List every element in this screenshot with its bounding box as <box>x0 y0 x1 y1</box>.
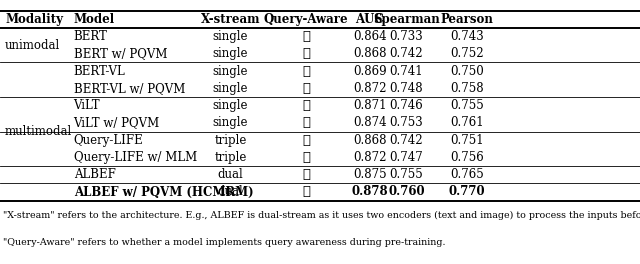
Text: 0.733: 0.733 <box>390 30 423 43</box>
Text: Query-LIFE: Query-LIFE <box>74 134 143 147</box>
Text: "Query-Aware" refers to whether a model implements query awareness during pre-tr: "Query-Aware" refers to whether a model … <box>3 238 445 247</box>
Text: "X-stream" refers to the architecture. E.g., ALBEF is dual-stream as it uses two: "X-stream" refers to the architecture. E… <box>3 211 640 220</box>
Text: Pearson: Pearson <box>441 13 493 26</box>
Text: 0.761: 0.761 <box>451 116 484 129</box>
Text: Query-Aware: Query-Aware <box>264 13 348 26</box>
Text: 0.872: 0.872 <box>353 151 387 164</box>
Text: 0.760: 0.760 <box>388 186 425 199</box>
Text: 0.741: 0.741 <box>390 64 423 78</box>
Text: X-stream: X-stream <box>201 13 260 26</box>
Text: BERT-VL w/ PQVM: BERT-VL w/ PQVM <box>74 82 185 95</box>
Text: 0.868: 0.868 <box>353 47 387 60</box>
Text: 0.746: 0.746 <box>390 99 423 112</box>
Text: 0.748: 0.748 <box>390 82 423 95</box>
Text: Model: Model <box>74 13 115 26</box>
Text: ✗: ✗ <box>302 99 310 112</box>
Text: single: single <box>212 99 248 112</box>
Text: 0.755: 0.755 <box>390 168 423 181</box>
Text: ALBEF w/ PQVM (HCMRM): ALBEF w/ PQVM (HCMRM) <box>74 186 253 199</box>
Text: 0.743: 0.743 <box>451 30 484 43</box>
Text: ALBEF: ALBEF <box>74 168 115 181</box>
Text: 0.742: 0.742 <box>390 134 423 147</box>
Text: AUC: AUC <box>356 13 384 26</box>
Text: multimodal: multimodal <box>5 125 72 138</box>
Text: 0.868: 0.868 <box>353 134 387 147</box>
Text: BERT: BERT <box>74 30 108 43</box>
Text: 0.755: 0.755 <box>451 99 484 112</box>
Text: ViLT w/ PQVM: ViLT w/ PQVM <box>74 116 160 129</box>
Text: 0.878: 0.878 <box>351 186 388 199</box>
Text: ViLT: ViLT <box>74 99 100 112</box>
Text: 0.742: 0.742 <box>390 47 423 60</box>
Text: single: single <box>212 82 248 95</box>
Text: single: single <box>212 116 248 129</box>
Text: 0.872: 0.872 <box>353 82 387 95</box>
Text: ✗: ✗ <box>302 30 310 43</box>
Text: 0.864: 0.864 <box>353 30 387 43</box>
Text: 0.758: 0.758 <box>451 82 484 95</box>
Text: ✓: ✓ <box>302 151 310 164</box>
Text: dual: dual <box>218 186 243 199</box>
Text: ✗: ✗ <box>302 64 310 78</box>
Text: ✓: ✓ <box>302 186 310 199</box>
Text: 0.874: 0.874 <box>353 116 387 129</box>
Text: ✓: ✓ <box>302 116 310 129</box>
Text: 0.752: 0.752 <box>451 47 484 60</box>
Text: ✓: ✓ <box>302 134 310 147</box>
Text: 0.765: 0.765 <box>451 168 484 181</box>
Text: 0.750: 0.750 <box>451 64 484 78</box>
Text: triple: triple <box>214 151 246 164</box>
Text: Spearman: Spearman <box>373 13 440 26</box>
Text: single: single <box>212 30 248 43</box>
Text: Query-LIFE w/ MLM: Query-LIFE w/ MLM <box>74 151 197 164</box>
Text: BERT w/ PQVM: BERT w/ PQVM <box>74 47 167 60</box>
Text: 0.747: 0.747 <box>390 151 423 164</box>
Text: 0.869: 0.869 <box>353 64 387 78</box>
Text: triple: triple <box>214 134 246 147</box>
Text: ✓: ✓ <box>302 82 310 95</box>
Text: 0.875: 0.875 <box>353 168 387 181</box>
Text: 0.871: 0.871 <box>353 99 387 112</box>
Text: 0.753: 0.753 <box>390 116 423 129</box>
Text: 0.770: 0.770 <box>449 186 486 199</box>
Text: single: single <box>212 64 248 78</box>
Text: 0.756: 0.756 <box>451 151 484 164</box>
Text: ✗: ✗ <box>302 168 310 181</box>
Text: 0.751: 0.751 <box>451 134 484 147</box>
Text: BERT-VL: BERT-VL <box>74 64 125 78</box>
Text: single: single <box>212 47 248 60</box>
Text: Modality: Modality <box>5 13 63 26</box>
Text: unimodal: unimodal <box>5 39 60 52</box>
Text: dual: dual <box>218 168 243 181</box>
Text: ✓: ✓ <box>302 47 310 60</box>
